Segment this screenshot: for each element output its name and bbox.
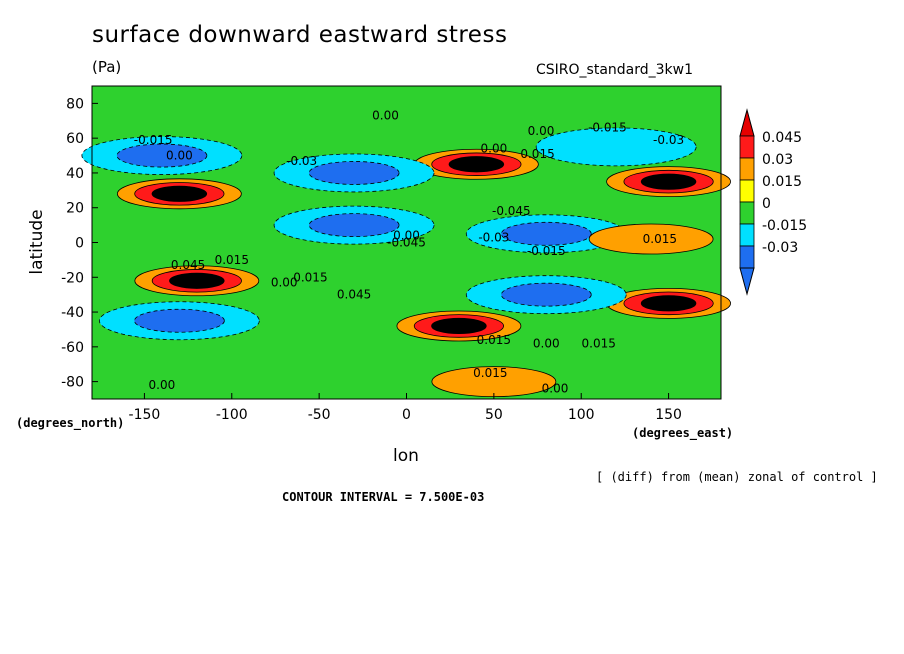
field-feature-11-level-1 (133, 308, 225, 333)
colorbar-label: -0.015 (762, 218, 807, 234)
x-tick-label: 150 (655, 407, 682, 423)
x-tick-label: -50 (308, 407, 331, 423)
y-axis-units: (degrees_north) (16, 416, 125, 430)
contour-label: 0.015 (643, 232, 677, 246)
contour-label: 0.00 (542, 382, 569, 396)
contour-label: 0.045 (171, 258, 205, 272)
contour-label: -0.03 (286, 154, 317, 168)
colorbar-arrow-top (739, 108, 755, 137)
contour-label: -0.03 (478, 230, 509, 244)
contour-label: 0.00 (166, 149, 193, 163)
y-tick-label: 80 (66, 96, 84, 112)
colorbar-label: 0.045 (762, 130, 802, 146)
y-tick-label: -60 (61, 340, 84, 356)
y-tick-label: -80 (61, 375, 84, 391)
contour-label: 0.015 (473, 366, 507, 380)
field-feature-13-level-0 (588, 223, 714, 255)
y-tick-label: 0 (75, 236, 84, 252)
x-tick-label: -150 (129, 407, 161, 423)
contour-label: 0.00 (393, 229, 420, 243)
contour-label: 0.00 (149, 378, 176, 392)
contour-label: -0.045 (387, 236, 426, 250)
y-tick-label: -20 (61, 270, 84, 286)
field-feature-4-level-2 (431, 317, 487, 335)
field-feature-3-level-2 (448, 156, 505, 173)
contour-label: 0.015 (293, 270, 327, 284)
y-tick-label: 20 (66, 201, 84, 217)
diff-note: [ (diff) from (mean) zonal of control ] (596, 470, 878, 484)
contour-label: 0.045 (337, 288, 371, 302)
contour-label: -0.015 (527, 244, 566, 258)
contour-label: -0.015 (134, 133, 173, 147)
contour-label: 0.00 (372, 109, 399, 123)
x-axis-label: lon (393, 446, 419, 466)
colorbar-label: -0.03 (762, 240, 798, 256)
contour-label: 0.00 (528, 124, 555, 138)
contour-interval-note: CONTOUR INTERVAL = 7.500E-03 (282, 490, 485, 504)
x-tick-label: 100 (568, 407, 595, 423)
x-axis-units: (degrees_east) (632, 426, 734, 440)
field-feature-1-level-2 (169, 272, 225, 289)
contour-label: 0.00 (271, 275, 298, 289)
field-feature-2-level-2 (640, 173, 697, 190)
x-tick-label: 50 (485, 407, 503, 423)
contour-label: 0.015 (215, 253, 249, 267)
chart-units: (Pa) (92, 58, 122, 76)
contour-label: 0.015 (520, 147, 554, 161)
field-feature-6-level-1 (308, 213, 400, 238)
contour-label: -0.03 (653, 133, 684, 147)
colorbar-label: 0.015 (762, 174, 802, 190)
colorbar-swatch-2 (739, 201, 755, 225)
contour-label: 0.015 (477, 333, 511, 347)
contour-label: 0.00 (481, 142, 508, 156)
colorbar-swatch-5 (739, 135, 755, 159)
field-feature-12-level-1 (500, 282, 592, 307)
contour-label: -0.015 (588, 121, 627, 135)
field-feature-8-level-1 (308, 161, 400, 185)
colorbar-swatch-3 (739, 179, 755, 203)
colorbar-arrow-bottom (739, 267, 755, 296)
colorbar-swatch-4 (739, 157, 755, 181)
colorbar-label: 0.03 (762, 152, 793, 168)
contour-label: 0.00 (533, 336, 560, 350)
chart-title: surface downward eastward stress (92, 22, 508, 48)
x-tick-label: -100 (216, 407, 248, 423)
field-feature-5-level-2 (640, 295, 697, 312)
colorbar-label: 0 (762, 196, 771, 212)
y-tick-label: 40 (66, 166, 84, 182)
y-tick-label: 60 (66, 131, 84, 147)
colorbar-swatch-1 (739, 223, 755, 247)
x-tick-label: 0 (402, 407, 411, 423)
dataset-name: CSIRO_standard_3kw1 (536, 62, 694, 78)
y-tick-label: -40 (61, 305, 84, 321)
field-feature-0-level-2 (151, 185, 208, 202)
contour-label: -0.045 (492, 204, 531, 218)
colorbar-swatch-0 (739, 245, 755, 269)
field-feature-10-level-0 (535, 127, 697, 167)
field-feature-7-level-1 (500, 221, 592, 246)
contour-label: 0.015 (582, 336, 616, 350)
field-feature-9-level-1 (116, 143, 208, 168)
